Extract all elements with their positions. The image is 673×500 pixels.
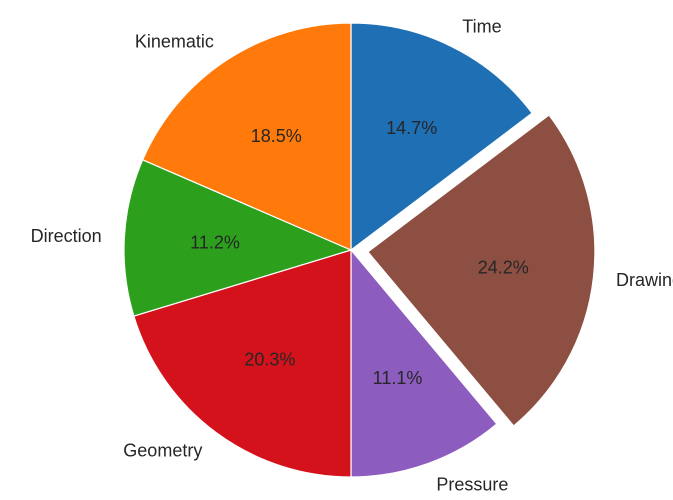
category-label-drawing: Drawing (616, 270, 673, 290)
pie-slice-pressure (350, 248, 498, 478)
category-label-geometry: Geometry (123, 441, 202, 461)
pie-slice-geometry (133, 249, 352, 478)
pct-label-drawing: 24.2% (478, 257, 529, 277)
pct-label-geometry: 20.3% (244, 349, 295, 369)
pie-slice-time (350, 22, 533, 252)
category-label-pressure: Pressure (436, 475, 508, 495)
category-label-direction: Direction (31, 226, 102, 246)
category-label-time: Time (462, 16, 501, 36)
pct-label-pressure: 11.1% (373, 368, 423, 388)
category-label-kinematic: Kinematic (135, 31, 214, 51)
pie-slices (123, 22, 596, 478)
pie-slice-kinematic (141, 22, 352, 251)
pct-label-direction: 11.2% (190, 232, 240, 252)
pct-label-time: 14.7% (386, 118, 437, 138)
pie-slice-drawing (367, 114, 596, 427)
pie-slice-direction (123, 159, 353, 317)
pct-label-kinematic: 18.5% (251, 126, 302, 146)
pie-labels: 14.7% Time 24.2% Drawing 11.1% Pressure 20.3% G… (31, 16, 673, 494)
